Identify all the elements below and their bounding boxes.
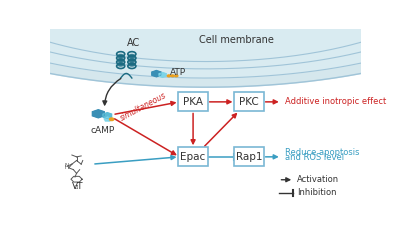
Text: Cell membrane: Cell membrane — [199, 35, 274, 45]
Text: and ROS level: and ROS level — [285, 153, 344, 162]
Circle shape — [129, 62, 135, 66]
Polygon shape — [159, 73, 166, 77]
Polygon shape — [104, 117, 111, 121]
FancyBboxPatch shape — [234, 92, 264, 111]
Text: PKC: PKC — [239, 97, 259, 107]
Text: AC: AC — [128, 38, 141, 48]
Text: Reduce apoptosis: Reduce apoptosis — [285, 148, 359, 157]
Text: VT: VT — [72, 182, 84, 191]
Text: PKA: PKA — [183, 97, 203, 107]
Text: Additive inotropic effect: Additive inotropic effect — [285, 97, 386, 106]
Text: Epac: Epac — [180, 152, 206, 162]
FancyBboxPatch shape — [234, 147, 264, 166]
Text: simultaneous: simultaneous — [119, 90, 168, 122]
Circle shape — [171, 75, 174, 77]
Polygon shape — [152, 70, 161, 77]
FancyBboxPatch shape — [178, 147, 208, 166]
Polygon shape — [103, 113, 111, 119]
Polygon shape — [92, 110, 104, 118]
Text: N: N — [64, 163, 68, 168]
Text: Rap1: Rap1 — [236, 152, 262, 162]
Text: ATP: ATP — [170, 68, 186, 77]
Text: cAMP: cAMP — [91, 126, 115, 135]
Circle shape — [175, 75, 178, 77]
Text: Inhibition: Inhibition — [297, 188, 337, 197]
Circle shape — [129, 59, 135, 62]
Circle shape — [129, 55, 135, 58]
Text: Activation: Activation — [297, 175, 339, 184]
Circle shape — [117, 55, 124, 58]
Circle shape — [109, 118, 114, 121]
Circle shape — [167, 75, 170, 77]
Text: H: H — [64, 165, 68, 170]
Circle shape — [117, 59, 124, 62]
Circle shape — [117, 62, 124, 66]
Text: Cl: Cl — [73, 185, 79, 190]
FancyBboxPatch shape — [178, 92, 208, 111]
